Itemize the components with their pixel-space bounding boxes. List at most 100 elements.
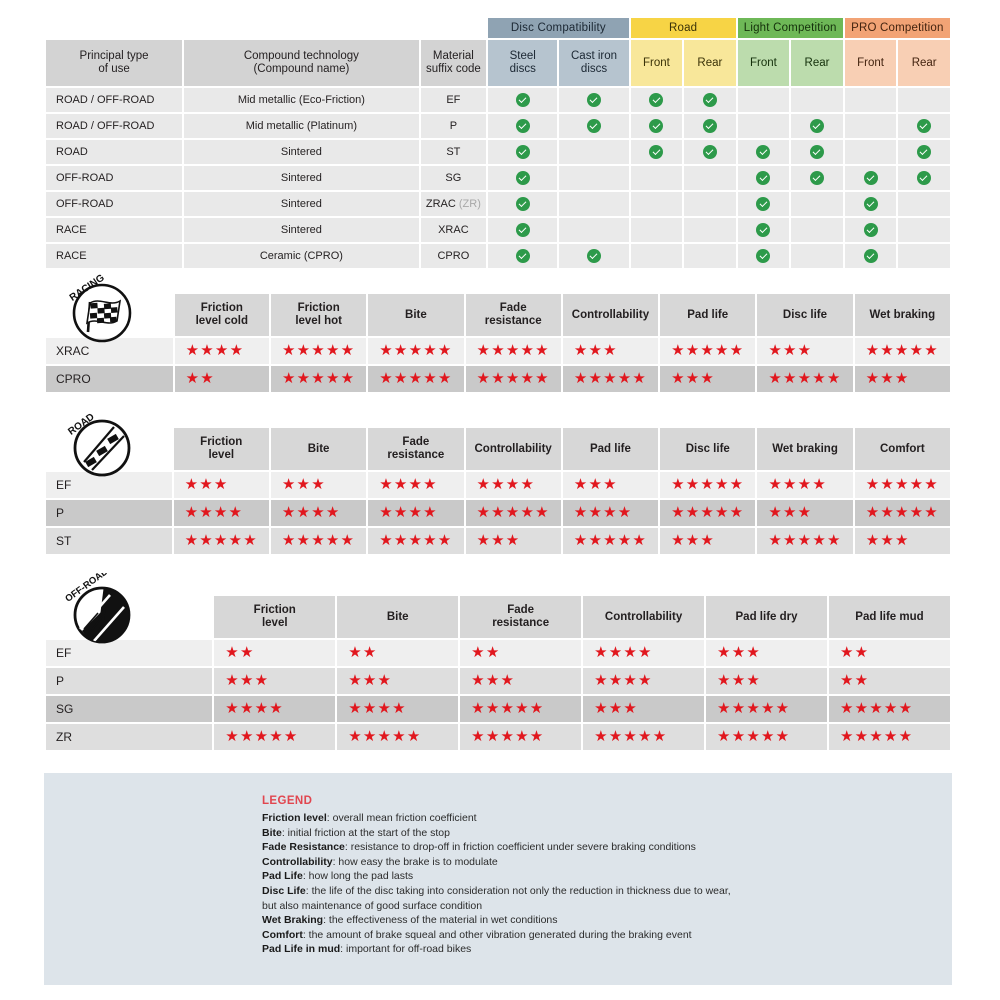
compatibility-table-body: ROAD / OFF-ROAD Mid metallic (Eco-Frictio… — [46, 88, 950, 268]
check-icon — [756, 223, 771, 237]
check-icon — [515, 93, 530, 107]
legend-entry: Controllability: how easy the brake is t… — [262, 855, 902, 870]
check-icon — [863, 249, 878, 263]
legend-description: but also maintenance of good surface con… — [262, 899, 483, 912]
star-rating-cell: ★★★★★ — [465, 500, 561, 526]
star-icon-group: ★★★★★ — [471, 700, 545, 717]
compound-label-cell: P — [46, 500, 172, 526]
compatible-check-cell — [791, 140, 843, 164]
table-row: ROAD / OFF-ROAD Mid metallic (Platinum) P — [46, 114, 950, 138]
star-icon-group: ★★★★★ — [768, 532, 842, 549]
compatible-check-cell — [488, 218, 558, 242]
star-rating-cell: ★★★★★ — [583, 724, 705, 750]
star-rating-cell: ★★★★★ — [660, 500, 756, 526]
legend-title: LEGEND — [262, 795, 313, 807]
rating-column-header-5: Pad life mud — [828, 596, 950, 638]
road-disc-icon: ROAD — [62, 406, 138, 482]
check-icon — [917, 171, 932, 185]
legend-entry: Friction level: overall mean friction co… — [262, 811, 902, 826]
star-icon-group: ★★★★★ — [768, 370, 842, 387]
check-icon — [917, 119, 932, 133]
star-icon-group: ★★★★★ — [476, 370, 550, 387]
star-icon-group: ★★★ — [225, 672, 270, 689]
legend-entry: Pad Life in mud: important for off-road … — [262, 942, 902, 957]
compatible-check-cell — [630, 140, 683, 164]
star-icon-group: ★★★★★ — [671, 504, 745, 521]
rating-column-header-7: Wet braking — [854, 294, 950, 336]
compatible-check-cell — [684, 114, 736, 138]
racing-rating-table-wrapper: Friction level cold Friction level hot Bite F… — [44, 292, 952, 394]
legend-description: : how long the pad lasts — [302, 870, 414, 883]
legend-term: Controllability — [262, 855, 333, 868]
legend-entry: Wet Braking: the effectiveness of the ma… — [262, 913, 902, 928]
star-icon-group: ★★★★★ — [671, 476, 745, 493]
empty-cell — [630, 244, 683, 268]
star-icon-group: ★★★ — [184, 476, 229, 493]
check-icon — [515, 119, 530, 133]
material-suffix-cell: SG — [420, 166, 487, 190]
table-row: ST ★★★★★ ★★★★★ ★★★★★ ★★★ ★★★★★ ★★★ ★★★★★ ★★★ — [46, 528, 950, 554]
star-rating-cell: ★★★ — [660, 528, 756, 554]
compatible-check-cell — [488, 114, 558, 138]
star-rating-cell: ★★ — [174, 366, 270, 392]
compatible-check-cell — [898, 114, 950, 138]
star-rating-cell: ★★★★★ — [828, 724, 950, 750]
type-of-use-cell: OFF-ROAD — [46, 192, 183, 216]
star-icon-group: ★★★★★ — [379, 370, 453, 387]
empty-cell — [684, 166, 736, 190]
star-icon-group: ★★★ — [594, 700, 639, 717]
legend-entry: Bite: initial friction at the start of t… — [262, 826, 902, 841]
rating-column-header-4: Pad life — [562, 428, 659, 470]
star-icon-group: ★★★ — [717, 672, 761, 689]
check-icon — [587, 93, 602, 107]
legend-term: Pad Life — [262, 870, 303, 883]
empty-cell — [737, 114, 790, 138]
legend-term: Comfort — [262, 928, 303, 941]
star-icon-group: ★★★★★ — [379, 532, 453, 549]
star-rating-cell: ★★★ — [757, 338, 853, 364]
rating-column-header-0: Friction level — [214, 596, 336, 638]
empty-cell — [898, 88, 950, 112]
star-icon-group: ★★★ — [768, 342, 813, 359]
type-of-use-cell: ROAD — [46, 140, 183, 164]
compound-label-cell: ST — [46, 528, 172, 554]
compound-label-cell: EF — [46, 640, 213, 666]
star-icon-group: ★★★★★ — [348, 728, 422, 745]
column-header-0: Principal type of use — [46, 40, 183, 86]
column-header-3: Steel discs — [488, 40, 558, 86]
empty-cell — [898, 192, 950, 216]
table-row: RACE Sintered XRAC — [46, 218, 950, 242]
legend-term: Wet Braking — [262, 914, 324, 927]
empty-cell — [559, 192, 629, 216]
type-of-use-cell: ROAD / OFF-ROAD — [46, 114, 183, 138]
compatible-check-cell — [737, 140, 790, 164]
rating-column-header-2: Fade resistance — [460, 596, 582, 638]
star-icon-group: ★★ — [839, 672, 870, 689]
table-row: EF ★★★ ★★★ ★★★★ ★★★★ ★★★ ★★★★★ ★★★★ ★★★★★ — [46, 472, 950, 498]
rating-header-row: Friction level Bite Fade resistance Controlla… — [46, 428, 950, 470]
check-icon — [756, 145, 771, 159]
star-icon-group: ★★★★ — [281, 504, 341, 521]
compatible-check-cell — [844, 218, 897, 242]
type-of-use-cell: ROAD / OFF-ROAD — [46, 88, 183, 112]
offroad-disc-icon: OFF-ROAD — [62, 573, 138, 649]
table-row: SG ★★★★ ★★★★ ★★★★★ ★★★ ★★★★★ ★★★★★ — [46, 696, 950, 722]
star-rating-cell: ★★★★★ — [270, 528, 367, 554]
empty-cell — [630, 192, 683, 216]
table-row: P ★★★★ ★★★★ ★★★★ ★★★★★ ★★★★ ★★★★★ ★★★ ★★★★★ — [46, 500, 950, 526]
check-icon — [917, 145, 932, 159]
star-icon-group: ★★★★ — [225, 700, 284, 717]
check-icon — [515, 223, 530, 237]
column-header-5: Front — [630, 40, 683, 86]
rating-header-row: Friction level cold Friction level hot Bite F… — [46, 294, 950, 336]
star-rating-cell: ★★★★ — [368, 500, 464, 526]
star-rating-cell: ★★★★ — [757, 472, 853, 498]
star-rating-cell: ★★★★★ — [271, 366, 367, 392]
rating-column-header-0: Friction level — [173, 428, 269, 470]
road-rating-table-wrapper: Friction level Bite Fade resistance Controlla… — [44, 426, 952, 556]
compound-technology-cell: Sintered — [184, 218, 419, 242]
star-icon-group: ★★★★ — [594, 672, 653, 689]
star-rating-cell: ★★★ — [854, 366, 950, 392]
material-suffix-cell: EF — [420, 88, 487, 112]
racing-rating-table: Friction level cold Friction level hot Bite F… — [44, 292, 952, 394]
